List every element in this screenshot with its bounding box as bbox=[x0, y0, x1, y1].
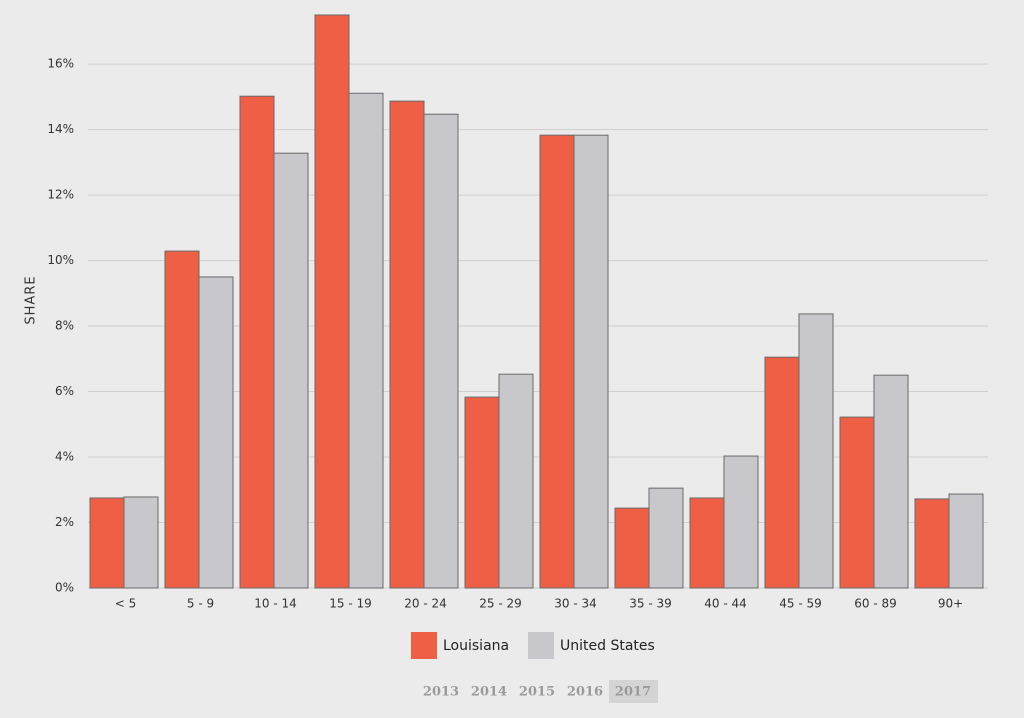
x-tick-label: < 5 bbox=[115, 597, 137, 611]
bar bbox=[689, 497, 725, 589]
bar bbox=[764, 356, 800, 589]
y-tick-label: 12% bbox=[47, 188, 74, 202]
bar bbox=[723, 455, 759, 589]
year-button[interactable]: 2017 bbox=[615, 685, 651, 700]
bar bbox=[614, 507, 650, 589]
bar bbox=[839, 416, 875, 589]
bar bbox=[389, 100, 425, 589]
y-tick-label: 4% bbox=[55, 450, 74, 464]
y-tick-label: 14% bbox=[47, 122, 74, 136]
x-tick-label: 35 - 39 bbox=[629, 597, 672, 611]
bar bbox=[464, 396, 500, 589]
legend-swatch bbox=[528, 632, 554, 659]
x-tick-label: 25 - 29 bbox=[479, 597, 522, 611]
x-tick-label: 60 - 89 bbox=[854, 597, 897, 611]
bar bbox=[89, 497, 125, 589]
x-tick-label: 45 - 59 bbox=[779, 597, 822, 611]
x-tick-label: 40 - 44 bbox=[704, 597, 747, 611]
bar bbox=[273, 152, 309, 589]
x-tick-label: 20 - 24 bbox=[404, 597, 447, 611]
x-tick-label: 90+ bbox=[938, 597, 963, 611]
legend-swatch bbox=[411, 632, 437, 659]
y-tick-label: 8% bbox=[55, 319, 74, 333]
legend-label: United States bbox=[560, 638, 655, 654]
y-tick-label: 0% bbox=[55, 581, 74, 595]
bar bbox=[498, 373, 534, 589]
legend-label: Louisiana bbox=[443, 638, 509, 654]
x-tick-label: 5 - 9 bbox=[187, 597, 214, 611]
bar bbox=[798, 313, 834, 589]
bar bbox=[348, 92, 384, 589]
bar bbox=[648, 487, 684, 589]
bar bbox=[239, 95, 275, 589]
y-tick-label: 16% bbox=[47, 57, 74, 71]
year-selected-bg bbox=[609, 680, 658, 703]
bar bbox=[948, 493, 984, 589]
year-button[interactable]: 2016 bbox=[567, 685, 603, 700]
bar bbox=[423, 113, 459, 589]
y-tick-label: 10% bbox=[47, 253, 74, 267]
bar bbox=[123, 496, 159, 589]
x-tick-label: 30 - 34 bbox=[554, 597, 597, 611]
x-tick-label: 10 - 14 bbox=[254, 597, 297, 611]
year-button[interactable]: 2015 bbox=[519, 685, 555, 700]
bar bbox=[164, 250, 200, 589]
bar bbox=[573, 134, 609, 589]
bar bbox=[198, 276, 234, 589]
bar bbox=[314, 14, 350, 589]
y-axis-label: SHARE bbox=[24, 275, 39, 324]
y-tick-label: 6% bbox=[55, 384, 74, 398]
bar bbox=[539, 134, 575, 589]
year-button[interactable]: 2013 bbox=[423, 685, 459, 700]
bar bbox=[873, 374, 909, 589]
x-tick-label: 15 - 19 bbox=[329, 597, 372, 611]
bar bbox=[914, 498, 950, 589]
year-button[interactable]: 2014 bbox=[471, 685, 507, 700]
y-tick-label: 2% bbox=[55, 515, 74, 529]
